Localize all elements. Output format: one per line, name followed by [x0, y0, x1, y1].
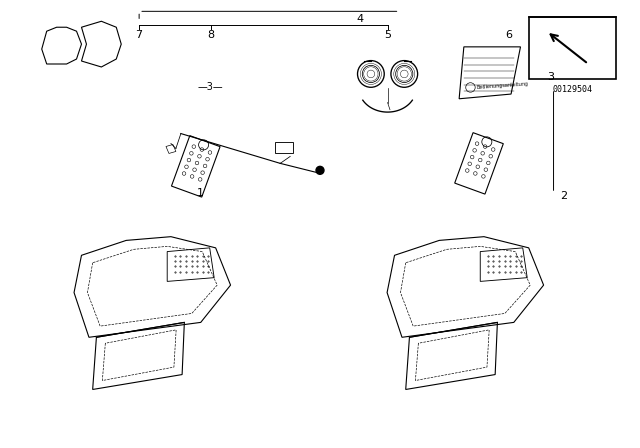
Text: 1: 1: [197, 188, 204, 198]
Text: 8: 8: [207, 30, 214, 40]
Circle shape: [316, 166, 324, 174]
Text: 4: 4: [356, 14, 364, 24]
Bar: [275, 142, 293, 154]
Text: 3: 3: [547, 72, 554, 82]
Text: 7: 7: [136, 30, 143, 40]
Text: 6: 6: [506, 30, 513, 40]
Text: 2: 2: [560, 191, 567, 201]
Text: 5: 5: [384, 30, 391, 40]
Text: 00129504: 00129504: [552, 85, 593, 94]
Text: —3—: —3—: [198, 82, 223, 92]
Bar: [529, 17, 616, 79]
Text: Bedienungsanleitung: Bedienungsanleitung: [476, 82, 529, 90]
